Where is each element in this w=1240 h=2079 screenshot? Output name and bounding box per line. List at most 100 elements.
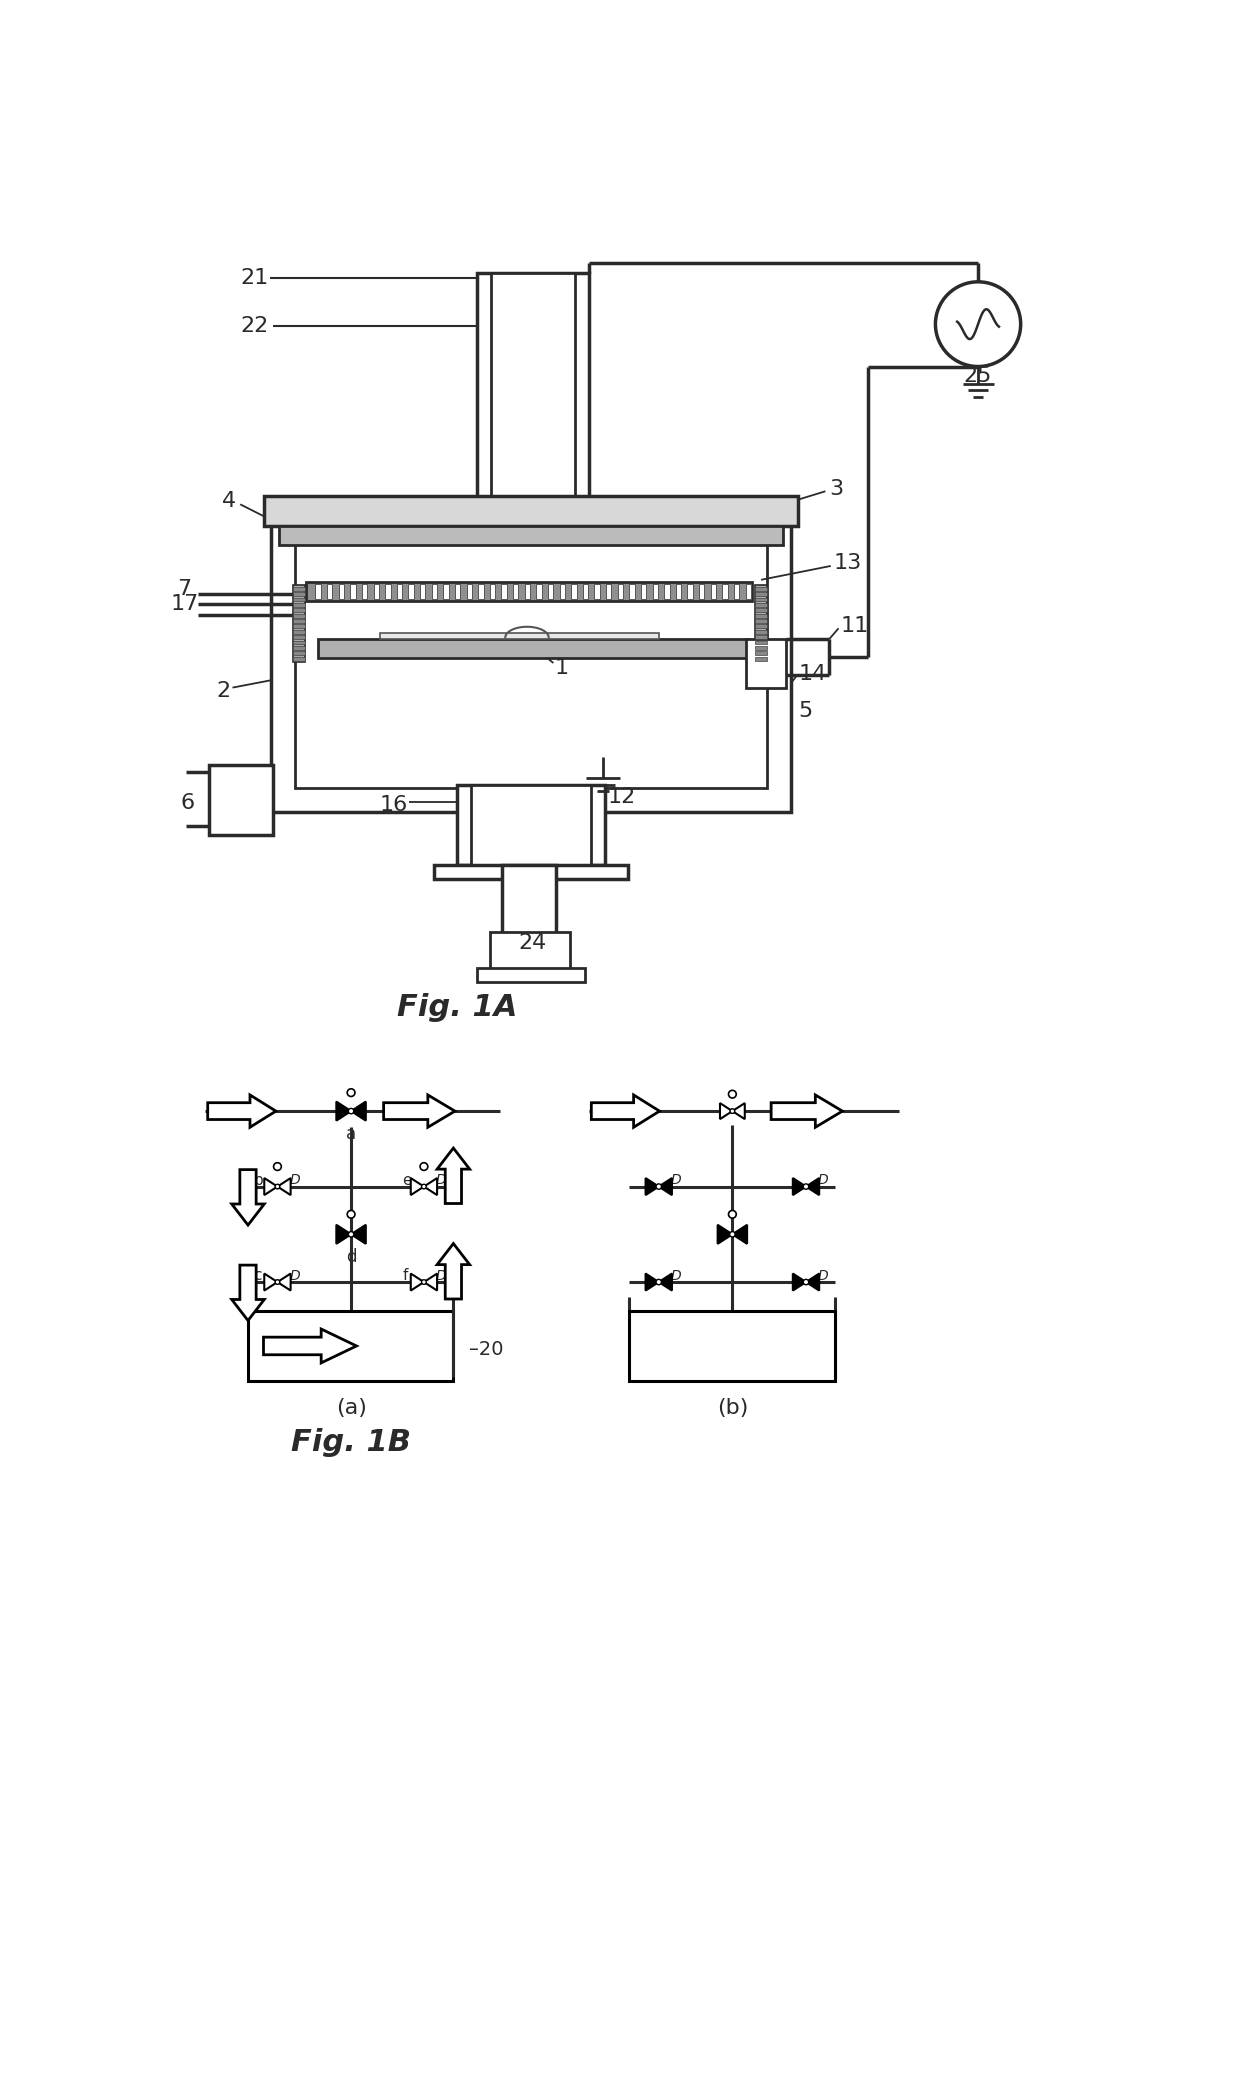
Circle shape bbox=[347, 1089, 355, 1096]
Bar bbox=[755, 584, 768, 663]
Bar bbox=[502, 865, 557, 933]
Bar bbox=[501, 584, 507, 599]
Bar bbox=[755, 651, 768, 655]
Text: 24: 24 bbox=[518, 933, 547, 954]
Bar bbox=[476, 969, 585, 981]
Polygon shape bbox=[410, 1179, 424, 1195]
Bar bbox=[491, 272, 575, 514]
Bar bbox=[362, 584, 367, 599]
Bar bbox=[408, 584, 414, 599]
Polygon shape bbox=[792, 1274, 806, 1291]
Bar bbox=[293, 603, 305, 607]
Polygon shape bbox=[438, 1148, 470, 1204]
Text: 21: 21 bbox=[241, 268, 269, 289]
Bar bbox=[315, 584, 321, 599]
Bar bbox=[583, 584, 588, 599]
Circle shape bbox=[420, 1162, 428, 1170]
Bar bbox=[734, 584, 739, 599]
Text: f: f bbox=[403, 1268, 408, 1283]
Text: D: D bbox=[435, 1173, 446, 1187]
Text: 14: 14 bbox=[799, 663, 827, 684]
Polygon shape bbox=[264, 1179, 278, 1195]
Polygon shape bbox=[207, 1096, 275, 1127]
Polygon shape bbox=[646, 1274, 658, 1291]
Bar bbox=[490, 931, 570, 969]
Bar bbox=[263, 497, 799, 526]
Bar bbox=[293, 624, 305, 628]
Bar bbox=[536, 584, 542, 599]
Circle shape bbox=[729, 1089, 737, 1098]
Circle shape bbox=[730, 1108, 734, 1114]
Bar bbox=[755, 630, 768, 634]
Polygon shape bbox=[591, 1096, 660, 1127]
Bar bbox=[373, 584, 379, 599]
Text: Fig. 1A: Fig. 1A bbox=[397, 992, 517, 1021]
Bar bbox=[379, 632, 658, 638]
Bar bbox=[293, 630, 305, 634]
Text: 4: 4 bbox=[222, 491, 236, 511]
Polygon shape bbox=[264, 1274, 278, 1291]
Bar bbox=[471, 784, 590, 865]
Polygon shape bbox=[806, 1274, 820, 1291]
Bar bbox=[572, 584, 577, 599]
Bar bbox=[513, 584, 518, 599]
Bar bbox=[466, 584, 472, 599]
Polygon shape bbox=[806, 1179, 820, 1195]
Bar bbox=[525, 584, 529, 599]
Polygon shape bbox=[232, 1266, 264, 1320]
Polygon shape bbox=[424, 1179, 438, 1195]
Bar bbox=[351, 584, 356, 599]
Bar bbox=[420, 584, 425, 599]
Bar bbox=[745, 584, 751, 599]
Text: D: D bbox=[289, 1173, 300, 1187]
Bar bbox=[755, 609, 768, 611]
Polygon shape bbox=[278, 1274, 290, 1291]
Bar bbox=[458, 784, 605, 865]
Text: 22: 22 bbox=[241, 316, 269, 335]
Polygon shape bbox=[733, 1225, 746, 1243]
Bar bbox=[665, 584, 670, 599]
Text: –20: –20 bbox=[469, 1341, 503, 1360]
Text: D: D bbox=[671, 1268, 681, 1283]
Circle shape bbox=[348, 1231, 353, 1237]
Polygon shape bbox=[658, 1179, 672, 1195]
Bar bbox=[490, 584, 495, 599]
Bar bbox=[444, 584, 449, 599]
Circle shape bbox=[274, 1162, 281, 1170]
Bar bbox=[755, 620, 768, 624]
Text: 12: 12 bbox=[608, 788, 636, 807]
Circle shape bbox=[656, 1183, 661, 1189]
Bar bbox=[755, 647, 768, 651]
Bar bbox=[755, 613, 768, 617]
Text: c: c bbox=[253, 1268, 262, 1283]
Bar bbox=[755, 640, 768, 644]
Bar bbox=[755, 597, 768, 601]
Circle shape bbox=[275, 1185, 280, 1189]
Polygon shape bbox=[351, 1225, 366, 1243]
Polygon shape bbox=[232, 1170, 264, 1225]
Polygon shape bbox=[733, 1104, 745, 1119]
Text: 13: 13 bbox=[833, 553, 862, 574]
Bar bbox=[755, 593, 768, 597]
Bar bbox=[629, 584, 635, 599]
Polygon shape bbox=[438, 1243, 470, 1299]
Bar bbox=[479, 584, 484, 599]
Polygon shape bbox=[263, 1328, 357, 1364]
Bar bbox=[755, 603, 768, 607]
Bar bbox=[755, 624, 768, 628]
Text: (b): (b) bbox=[717, 1397, 748, 1418]
Bar bbox=[327, 584, 332, 599]
Bar bbox=[293, 586, 305, 590]
Text: b: b bbox=[254, 1173, 264, 1187]
Polygon shape bbox=[424, 1274, 438, 1291]
Bar bbox=[606, 584, 611, 599]
Bar bbox=[295, 520, 768, 788]
Text: D: D bbox=[435, 1268, 446, 1283]
Polygon shape bbox=[336, 1225, 351, 1243]
Bar bbox=[293, 647, 305, 651]
Circle shape bbox=[422, 1281, 427, 1285]
Circle shape bbox=[729, 1210, 737, 1218]
Bar bbox=[755, 636, 768, 638]
Text: D: D bbox=[289, 1268, 300, 1283]
Text: e: e bbox=[402, 1173, 412, 1187]
